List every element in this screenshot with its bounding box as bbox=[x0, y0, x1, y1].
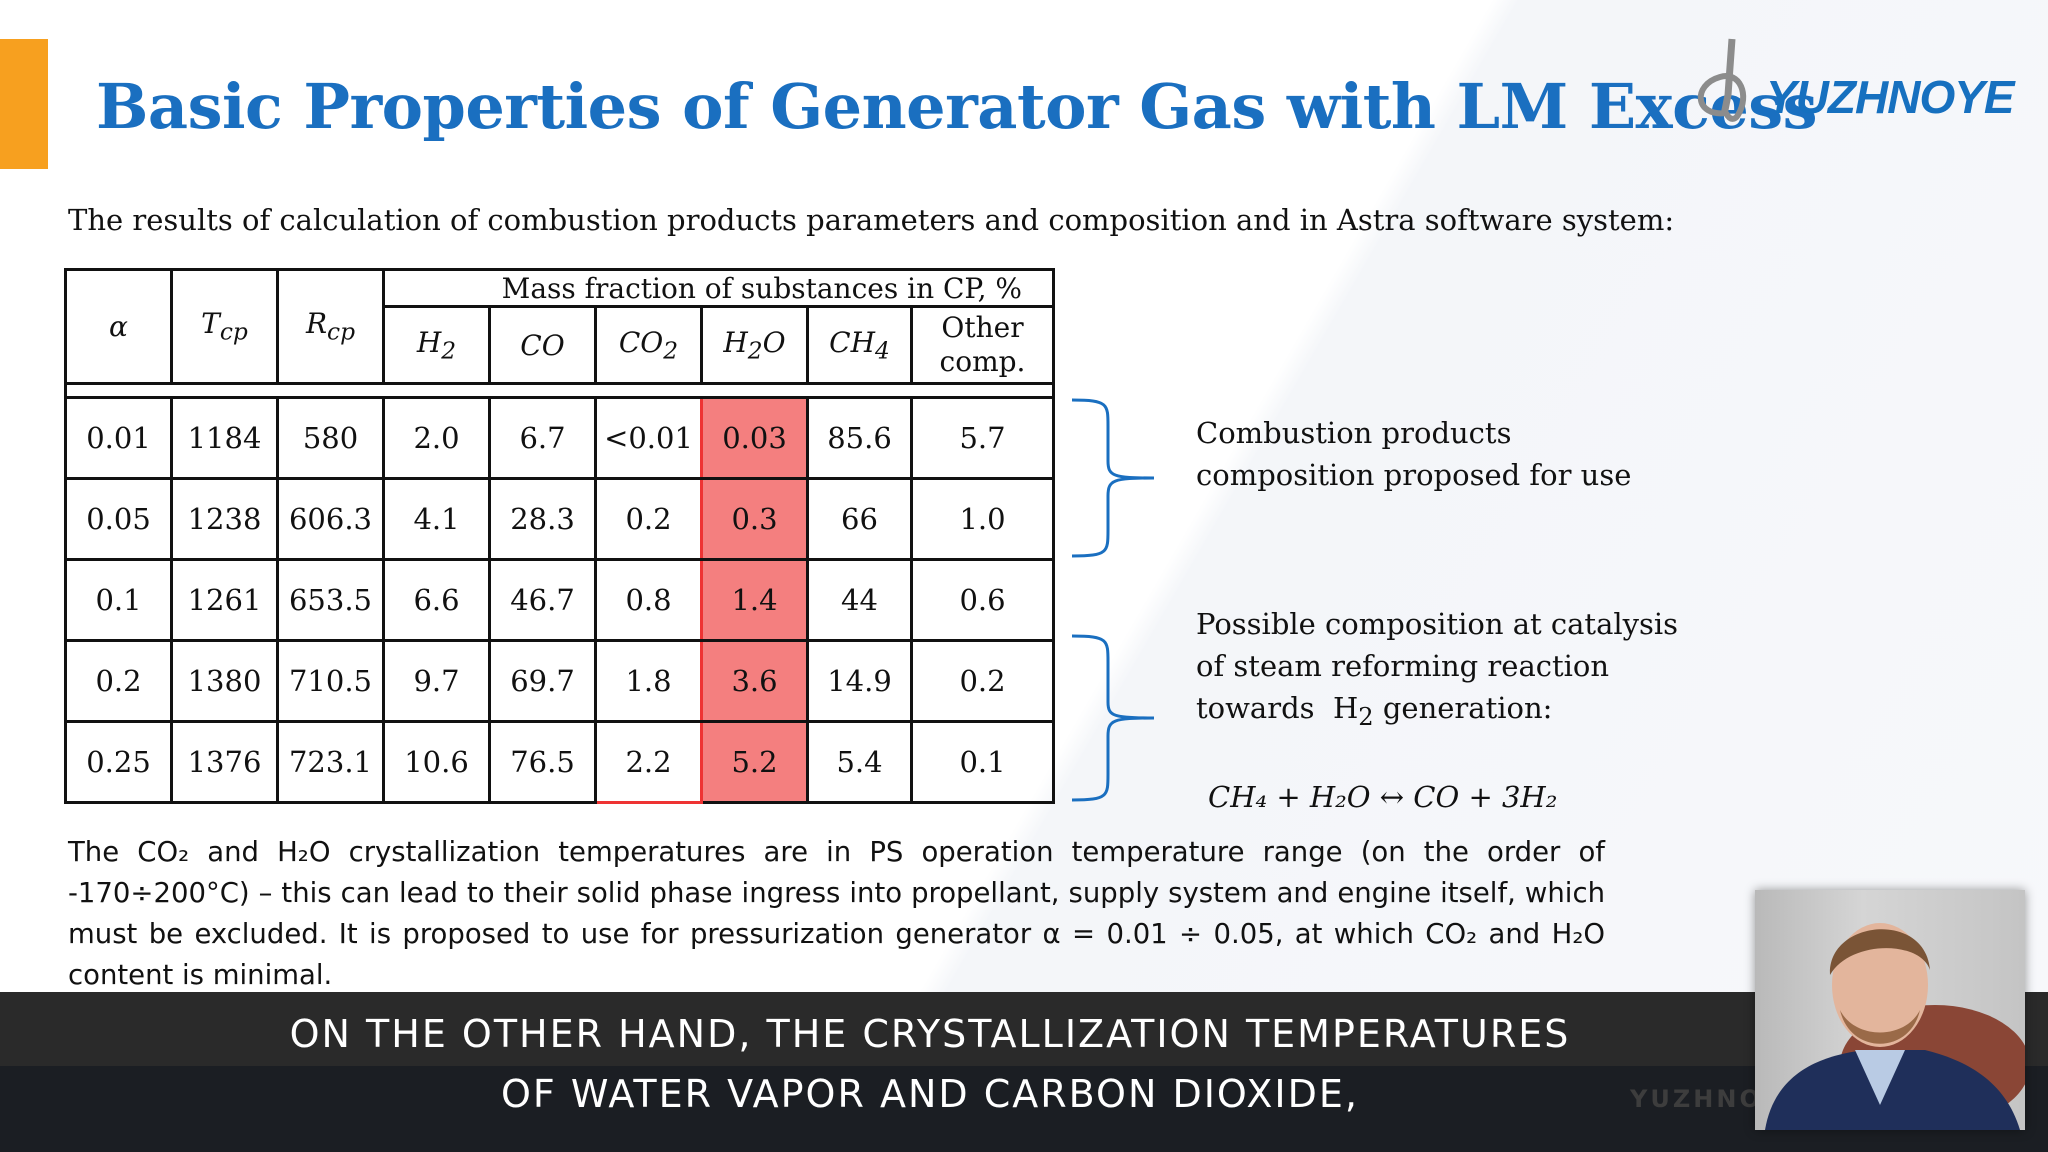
table-cell: 9.7 bbox=[382, 639, 491, 723]
header-other: Other comp. bbox=[910, 305, 1055, 385]
table-cell: 5.7 bbox=[910, 396, 1055, 480]
note-proposed: Combustion products composition proposed … bbox=[1196, 416, 1632, 492]
brace-icon bbox=[1071, 398, 1155, 558]
table-cell: 69.7 bbox=[488, 639, 597, 723]
table-cell: 653.5 bbox=[276, 558, 385, 642]
table-cell: 0.2 bbox=[64, 639, 173, 723]
header-co2: CO2 bbox=[594, 305, 703, 385]
table-cell: 580 bbox=[276, 396, 385, 480]
table-cell: 0.05 bbox=[64, 477, 173, 561]
table-cell: 1380 bbox=[170, 639, 279, 723]
table-cell: 14.9 bbox=[806, 639, 913, 723]
table-cell: 1.4 bbox=[700, 558, 809, 642]
table-cell: 1184 bbox=[170, 396, 279, 480]
table-row: 0.05 1238 606.3 4.1 28.3 0.2 0.3 66 1.0 bbox=[64, 477, 1055, 561]
header-rcp: Rcp bbox=[276, 268, 385, 385]
header-tcp: Tcp bbox=[170, 268, 279, 385]
brace-icon bbox=[1071, 634, 1155, 802]
table-cell: 1376 bbox=[170, 720, 279, 804]
table-row: 0.01 1184 580 2.0 6.7 <0.01 0.03 85.6 5.7 bbox=[64, 396, 1055, 480]
header-mass-fraction: Mass fraction of substances in CP, % bbox=[382, 268, 1055, 308]
conclusion-paragraph: The CO₂ and H₂O crystallization temperat… bbox=[68, 836, 1605, 991]
table-cell: 85.6 bbox=[806, 396, 913, 480]
intro-text: The results of calculation of combustion… bbox=[68, 203, 1675, 237]
table-cell: 28.3 bbox=[488, 477, 597, 561]
table-cell: 4.1 bbox=[382, 477, 491, 561]
table-cell: 0.25 bbox=[64, 720, 173, 804]
table-cell: 723.1 bbox=[276, 720, 385, 804]
table-cell: 606.3 bbox=[276, 477, 385, 561]
subtitle-bar-lower bbox=[0, 1066, 2048, 1152]
subtitle-line-1: On the other hand, the crystallization t… bbox=[289, 1012, 1571, 1056]
results-table: α Tcp Rcp Mass fraction of substances in… bbox=[64, 268, 1055, 804]
table-cell: 0.6 bbox=[910, 558, 1055, 642]
yuzhnoye-logo: YUZHNOYE bbox=[1690, 35, 2015, 130]
table-cell: 66 bbox=[806, 477, 913, 561]
table-cell: 10.6 bbox=[382, 720, 491, 804]
speaker-video bbox=[1755, 890, 2025, 1130]
table-cell: 0.8 bbox=[594, 558, 703, 642]
table-cell: 1261 bbox=[170, 558, 279, 642]
table-cell: 46.7 bbox=[488, 558, 597, 642]
table-cell: 5.2 bbox=[700, 720, 809, 804]
table-cell: 0.2 bbox=[594, 477, 703, 561]
table-cell: 2.2 bbox=[594, 720, 703, 804]
table-cell: 44 bbox=[806, 558, 913, 642]
table-row: 0.1 1261 653.5 6.6 46.7 0.8 1.4 44 0.6 bbox=[64, 558, 1055, 642]
table-cell: 0.03 bbox=[700, 396, 809, 480]
table-row: 0.2 1380 710.5 9.7 69.7 1.8 3.6 14.9 0.2 bbox=[64, 639, 1055, 723]
table-cell: 710.5 bbox=[276, 639, 385, 723]
table-cell: 1.0 bbox=[910, 477, 1055, 561]
table-cell: 0.3 bbox=[700, 477, 809, 561]
table-cell: 0.1 bbox=[910, 720, 1055, 804]
header-ch4: CH4 bbox=[806, 305, 913, 385]
header-h2o: H2O bbox=[700, 305, 809, 385]
table-cell: 3.6 bbox=[700, 639, 809, 723]
table-cell: <0.01 bbox=[594, 396, 703, 480]
speaker-image bbox=[1765, 923, 2025, 1130]
logo-wordmark: YUZHNOYE bbox=[1766, 71, 2015, 123]
table-cell: 6.7 bbox=[488, 396, 597, 480]
table-spacer bbox=[64, 382, 1055, 399]
table-cell: 6.6 bbox=[382, 558, 491, 642]
table-cell: 0.1 bbox=[64, 558, 173, 642]
table-row: 0.25 1376 723.1 10.6 76.5 2.2 5.2 5.4 0.1 bbox=[64, 720, 1055, 804]
subtitle-bar bbox=[0, 992, 2048, 1066]
header-co: CO bbox=[488, 305, 597, 385]
table-cell: 0.01 bbox=[64, 396, 173, 480]
table-cell: 76.5 bbox=[488, 720, 597, 804]
subtitle-line-2: of water vapor and carbon dioxide, bbox=[500, 1072, 1359, 1116]
header-h2: H2 bbox=[382, 305, 491, 385]
table-cell: 1238 bbox=[170, 477, 279, 561]
logo-emblem-icon bbox=[1697, 38, 1747, 122]
table-cell: 0.2 bbox=[910, 639, 1055, 723]
reaction-equation: CH₄ + H₂O ↔ CO + 3H₂ bbox=[1208, 780, 1558, 814]
slide-title: Basic Properties of Generator Gas with L… bbox=[96, 70, 1818, 143]
table-cell: 5.4 bbox=[806, 720, 913, 804]
table-cell: 1.8 bbox=[594, 639, 703, 723]
accent-bar bbox=[0, 39, 48, 169]
header-alpha: α bbox=[64, 268, 173, 385]
table-cell: 2.0 bbox=[382, 396, 491, 480]
note-catalysis: Possible composition at catalysis of stea… bbox=[1196, 607, 1679, 731]
